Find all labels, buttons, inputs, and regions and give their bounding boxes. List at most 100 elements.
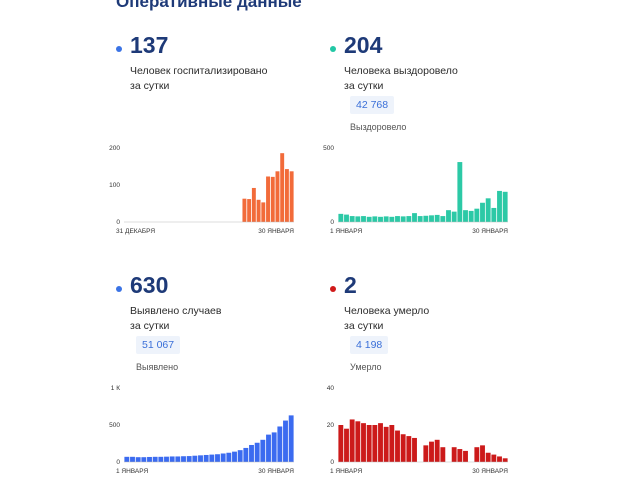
bar <box>366 425 372 462</box>
card-deaths: 2 Человека умерло за сутки 4 198 Умерло <box>330 272 530 502</box>
x-start-label: 1 ЯНВАРЯ <box>330 228 362 235</box>
y-tick-label: 0 <box>330 459 334 466</box>
bar <box>169 456 175 462</box>
bar <box>220 453 226 462</box>
deaths-description: Человека умерло за сутки <box>344 304 534 334</box>
bar <box>349 216 355 222</box>
bar <box>198 455 203 462</box>
bar <box>243 447 249 462</box>
bar <box>480 202 485 222</box>
bar <box>406 216 412 222</box>
bar <box>203 454 209 462</box>
recovered-total-label: Выздоровело <box>350 122 407 132</box>
bar <box>468 210 474 222</box>
bar <box>485 452 491 462</box>
bar <box>491 207 497 222</box>
bar <box>344 428 349 462</box>
bar <box>497 190 502 222</box>
bar <box>242 198 247 222</box>
cases-total-label: Выявлено <box>136 362 179 372</box>
x-end-label: 30 ЯНВАРЯ <box>258 468 294 475</box>
bar <box>480 445 485 462</box>
bar <box>440 447 446 462</box>
bar <box>277 426 283 462</box>
x-start-label: 1 ЯНВАРЯ <box>116 468 148 475</box>
bar <box>395 430 400 462</box>
recovered-total: 42 768 <box>350 96 395 114</box>
bar <box>338 213 344 222</box>
bar <box>254 442 260 462</box>
bar <box>266 176 270 222</box>
bar <box>232 451 237 462</box>
bar <box>124 456 130 462</box>
recovered-value: 204 <box>344 32 383 58</box>
bar <box>130 456 135 462</box>
bar <box>361 423 366 462</box>
bar <box>457 449 463 462</box>
bar <box>502 458 508 462</box>
description-line: за сутки <box>130 320 170 332</box>
bar <box>423 215 429 222</box>
y-tick-label: 40 <box>327 385 335 392</box>
bar <box>289 171 294 222</box>
bar <box>247 199 252 222</box>
deaths-total: 4 198 <box>350 336 389 354</box>
status-dot <box>116 286 122 292</box>
bar <box>412 213 417 222</box>
bar <box>256 199 261 222</box>
y-tick-label: 500 <box>109 422 120 429</box>
y-tick-label: 0 <box>116 459 120 466</box>
hospitalized-description: Человек госпитализировано за сутки <box>130 64 320 94</box>
bar <box>457 162 463 222</box>
y-tick-label: 100 <box>109 182 120 189</box>
hospitalized-chart: 0 100 200 31 ДЕКАБРЯ 30 ЯНВАРЯ <box>109 145 294 235</box>
bar <box>423 445 429 462</box>
bar <box>251 187 256 222</box>
x-end-label: 30 ЯНВАРЯ <box>472 228 508 235</box>
bar <box>446 210 451 222</box>
bar <box>451 447 457 462</box>
bar <box>389 425 395 462</box>
bar <box>226 452 232 462</box>
cases-value: 630 <box>130 272 169 298</box>
bar <box>147 456 152 462</box>
bar <box>271 432 277 462</box>
bar <box>215 454 220 462</box>
bar <box>395 216 400 222</box>
bar <box>440 216 446 222</box>
bar <box>474 447 480 462</box>
card-cases: 630 Выявлено случаев за сутки 51 067 Выя… <box>116 272 316 502</box>
bar <box>355 421 361 462</box>
bar <box>451 211 457 222</box>
bar <box>383 426 389 462</box>
cases-description: Выявлено случаев за сутки <box>130 304 320 334</box>
deaths-total-label: Умерло <box>350 362 382 372</box>
card-recovered: 204 Человека выздоровело за сутки 42 768… <box>330 32 530 262</box>
status-dot <box>330 286 336 292</box>
description-line: Человека умерло <box>344 305 430 317</box>
y-tick-label: 0 <box>330 219 334 226</box>
bar <box>338 425 344 462</box>
bar <box>237 450 243 462</box>
bar <box>164 456 169 462</box>
bar <box>383 216 389 222</box>
page-title: Оперативные данные <box>116 0 302 11</box>
bar <box>474 208 480 222</box>
bar <box>417 216 423 222</box>
bar <box>485 198 491 222</box>
description-line: за сутки <box>344 80 384 92</box>
cases-chart: 0 500 1 К 1 ЯНВАРЯ 30 ЯНВАРЯ <box>109 385 294 475</box>
card-hospitalized: 137 Человек госпитализировано за сутки <box>116 32 316 262</box>
x-end-label: 30 ЯНВАРЯ <box>472 468 508 475</box>
x-end-label: 30 ЯНВАРЯ <box>258 228 294 235</box>
bar <box>266 434 271 462</box>
cases-total: 51 067 <box>136 336 181 354</box>
bar <box>378 216 383 222</box>
bar <box>270 176 275 222</box>
bar <box>275 171 280 222</box>
x-start-label: 1 ЯНВАРЯ <box>330 468 362 475</box>
bar <box>344 214 349 222</box>
bar <box>260 439 266 462</box>
bar <box>209 454 215 462</box>
bar <box>288 415 294 462</box>
